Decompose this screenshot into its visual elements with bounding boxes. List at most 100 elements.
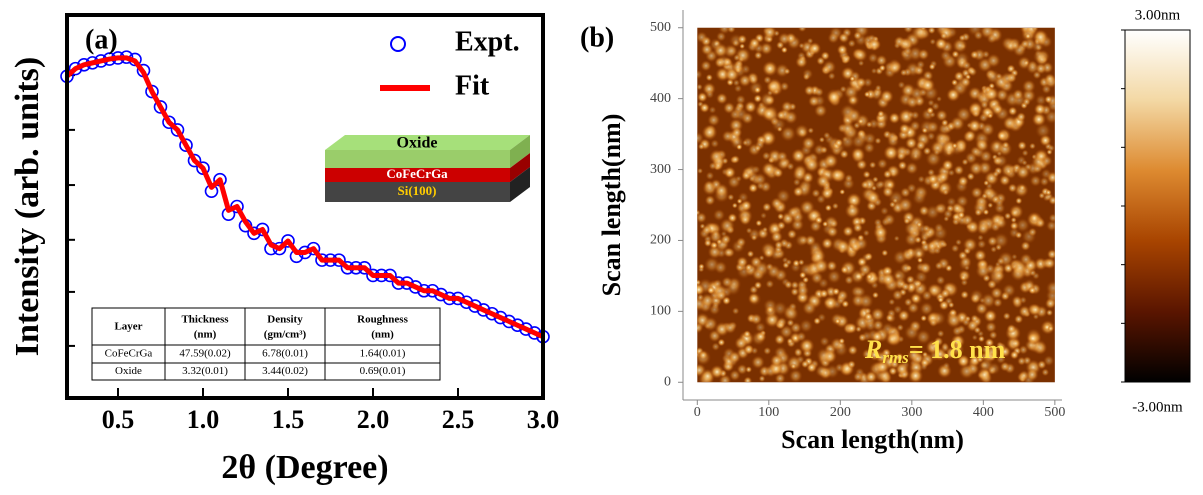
table-cell: 3.32(0.01) xyxy=(182,365,228,377)
afm-grain xyxy=(701,124,718,141)
afm-grain xyxy=(784,280,793,290)
afm-grain xyxy=(980,100,989,110)
annotation-subscript: rms xyxy=(882,348,909,367)
table-cell: 6.78(0.01) xyxy=(262,348,308,360)
annotation-symbol: R xyxy=(864,335,882,364)
afm-grain xyxy=(893,235,900,242)
afm-grain xyxy=(929,38,937,46)
afm-grain xyxy=(733,53,741,62)
afm-grain xyxy=(836,289,849,302)
afm-grain xyxy=(899,68,908,77)
table-cell: 3.44(0.02) xyxy=(262,365,308,377)
afm-grain xyxy=(912,190,927,206)
afm-grain xyxy=(987,362,1001,376)
afm-grain xyxy=(945,312,962,329)
afm-grain xyxy=(937,296,945,304)
afm-grain xyxy=(1025,60,1040,75)
afm-grain xyxy=(870,67,878,75)
afm-grain xyxy=(984,337,995,348)
afm-grain xyxy=(940,32,948,40)
data-point xyxy=(187,153,202,168)
afm-grain xyxy=(968,101,984,117)
afm-grain xyxy=(697,69,703,80)
afm-grain xyxy=(754,330,767,343)
afm-grain xyxy=(1035,94,1047,107)
afm-grain xyxy=(928,63,936,71)
afm-grain xyxy=(976,139,990,153)
afm-grain xyxy=(712,208,726,222)
afm-grain xyxy=(1006,323,1017,334)
afm-grain xyxy=(703,238,713,248)
afm-grain xyxy=(754,321,766,333)
x-axis-label: Scan length(nm) xyxy=(781,425,964,454)
afm-grain xyxy=(736,256,749,269)
afm-grain xyxy=(919,301,934,316)
afm-grain xyxy=(865,190,881,206)
x-tick-label: 100 xyxy=(758,405,779,420)
afm-grain xyxy=(721,276,733,288)
afm-grain xyxy=(906,347,921,363)
afm-grain xyxy=(703,180,715,191)
legend-marker xyxy=(390,36,406,52)
afm-grain xyxy=(838,32,850,44)
afm-grain xyxy=(799,199,815,216)
afm-grain xyxy=(946,87,961,102)
x-tick-label: 0.5 xyxy=(102,405,135,434)
afm-grain xyxy=(895,352,904,362)
afm-grain xyxy=(987,112,994,119)
afm-grain xyxy=(957,211,966,219)
afm-grain xyxy=(773,346,788,360)
x-tick-label: 1.5 xyxy=(272,405,305,434)
afm-grain xyxy=(735,143,743,151)
afm-grain xyxy=(796,331,807,342)
afm-grain xyxy=(826,225,839,238)
afm-grain xyxy=(788,368,803,382)
afm-grain xyxy=(1011,338,1021,349)
afm-grain xyxy=(864,370,878,382)
afm-grain xyxy=(933,203,945,214)
afm-grain xyxy=(713,260,728,275)
afm-grain xyxy=(975,263,991,279)
afm-grain xyxy=(792,167,807,182)
afm-grain xyxy=(955,238,963,246)
y-tick-label: 300 xyxy=(650,162,671,177)
afm-grain xyxy=(827,32,840,44)
annotation-text: = 1.8 nm xyxy=(909,335,1006,364)
afm-grain xyxy=(1013,314,1024,324)
afm-grain xyxy=(818,136,826,143)
afm-grain xyxy=(880,272,896,287)
afm-grain xyxy=(847,344,859,356)
colorbar-label: 3.00nm xyxy=(1135,7,1181,23)
afm-grain xyxy=(904,220,920,237)
y-tick-label: 200 xyxy=(650,233,671,248)
afm-grain xyxy=(990,102,1004,116)
afm-grain xyxy=(761,151,771,161)
afm-grain xyxy=(697,31,708,44)
afm-grain xyxy=(905,95,919,109)
x-axis-label: 2θ (Degree) xyxy=(221,449,388,486)
afm-grain xyxy=(836,44,848,56)
afm-grain xyxy=(994,198,1005,208)
afm-grain xyxy=(1000,71,1014,86)
afm-grain xyxy=(790,280,800,290)
afm-grain xyxy=(877,110,885,118)
afm-grain xyxy=(816,194,826,205)
afm-grain xyxy=(727,193,735,201)
afm-grain xyxy=(974,208,983,217)
table-header: (nm) xyxy=(194,329,217,341)
afm-grain xyxy=(911,245,927,261)
afm-grain xyxy=(860,180,870,190)
afm-grain xyxy=(1032,28,1039,32)
afm-grain xyxy=(715,290,727,302)
afm-grain xyxy=(717,54,731,69)
table-header: (nm) xyxy=(371,329,394,341)
afm-grain xyxy=(792,186,804,198)
afm-grain xyxy=(867,37,881,52)
afm-grain xyxy=(786,355,802,372)
afm-grain xyxy=(822,60,837,74)
afm-grain xyxy=(731,154,741,164)
afm-grain xyxy=(934,37,948,51)
afm-grain xyxy=(955,141,968,154)
afm-grain xyxy=(1009,350,1020,360)
afm-grain xyxy=(926,106,935,115)
